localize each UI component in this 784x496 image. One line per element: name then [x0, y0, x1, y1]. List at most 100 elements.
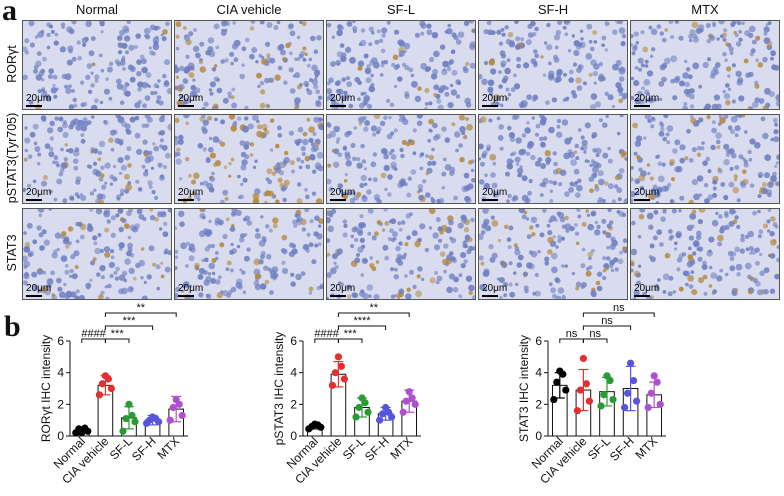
nucleus	[390, 237, 396, 243]
micrograph-image	[327, 115, 475, 203]
nucleus	[405, 293, 412, 299]
nucleus	[507, 92, 512, 97]
nucleus	[359, 237, 365, 243]
nucleus	[480, 161, 485, 167]
nucleus	[582, 81, 587, 86]
nucleus	[568, 78, 572, 82]
nucleus	[567, 49, 572, 53]
nucleus	[576, 209, 581, 212]
stained-cell	[223, 165, 228, 170]
nucleus	[47, 74, 53, 80]
nucleus	[40, 115, 47, 121]
nucleus	[71, 89, 75, 93]
nucleus	[105, 296, 110, 299]
nucleus	[341, 52, 347, 58]
nucleus	[592, 166, 599, 174]
nucleus	[264, 77, 270, 84]
nucleus	[116, 78, 122, 85]
nucleus	[557, 212, 565, 219]
nucleus	[134, 132, 141, 139]
nucleus	[110, 147, 115, 152]
significance-bracket	[337, 325, 387, 330]
nucleus	[463, 172, 470, 179]
nucleus	[336, 252, 340, 256]
nucleus	[253, 280, 259, 286]
nucleus	[406, 235, 411, 240]
nucleus	[449, 236, 453, 240]
nucleus	[280, 248, 286, 253]
nucleus	[408, 139, 412, 143]
nucleus	[60, 255, 68, 262]
stained-cell	[175, 21, 182, 28]
nucleus	[179, 94, 184, 100]
nucleus	[596, 199, 602, 203]
nucleus	[235, 209, 242, 217]
nucleus	[80, 125, 87, 132]
stained-cell	[100, 173, 105, 178]
nucleus	[276, 162, 281, 167]
nucleus	[451, 69, 458, 76]
nucleus	[535, 132, 539, 137]
nucleus	[580, 37, 584, 41]
nucleus	[118, 226, 124, 233]
stained-cell	[266, 53, 271, 58]
nucleus	[206, 156, 210, 161]
nucleus	[352, 21, 356, 23]
nucleus	[734, 33, 739, 38]
nucleus	[360, 273, 364, 277]
nucleus	[512, 195, 519, 201]
nucleus	[395, 63, 401, 69]
stained-cell	[308, 286, 314, 292]
nucleus	[366, 64, 371, 69]
nucleus	[353, 226, 358, 231]
nucleus	[383, 209, 388, 212]
nucleus	[657, 175, 665, 183]
nucleus	[764, 172, 770, 179]
nucleus	[34, 146, 41, 152]
nucleus	[229, 51, 235, 57]
nucleus	[445, 262, 449, 267]
nucleus	[506, 58, 511, 63]
stained-cell	[620, 150, 627, 157]
nucleus	[28, 21, 35, 27]
stained-cell	[702, 274, 708, 280]
nucleus	[89, 191, 95, 196]
nucleus	[517, 254, 524, 261]
nucleus	[391, 62, 396, 67]
nucleus	[511, 115, 518, 121]
nucleus	[129, 66, 136, 72]
significance-label: ns	[589, 328, 601, 340]
nucleus	[544, 260, 550, 266]
nucleus	[24, 38, 30, 44]
nucleus	[640, 63, 645, 68]
nucleus	[48, 68, 54, 74]
nucleus	[458, 273, 463, 278]
nucleus	[573, 168, 580, 175]
stained-cell	[757, 62, 764, 68]
nucleus	[569, 181, 575, 187]
nucleus	[327, 81, 331, 86]
nucleus	[383, 164, 390, 172]
nucleus	[757, 194, 762, 199]
nucleus	[38, 288, 43, 293]
nucleus	[716, 103, 722, 109]
nucleus	[230, 242, 234, 246]
stained-cell	[259, 102, 266, 109]
nucleus	[134, 102, 141, 109]
stained-cell	[91, 62, 95, 66]
nucleus	[428, 226, 433, 230]
nucleus	[641, 86, 645, 91]
stained-cell	[467, 237, 473, 242]
data-point	[328, 381, 336, 389]
stained-cell	[696, 152, 702, 158]
nucleus	[72, 149, 80, 157]
nucleus	[708, 249, 712, 253]
nucleus	[432, 232, 439, 239]
nucleus	[601, 218, 607, 224]
y-tick-label: 2	[535, 397, 542, 411]
nucleus	[363, 91, 367, 96]
nucleus	[581, 247, 586, 252]
nucleus	[233, 57, 239, 63]
nucleus	[356, 157, 361, 162]
nucleus	[584, 122, 591, 129]
